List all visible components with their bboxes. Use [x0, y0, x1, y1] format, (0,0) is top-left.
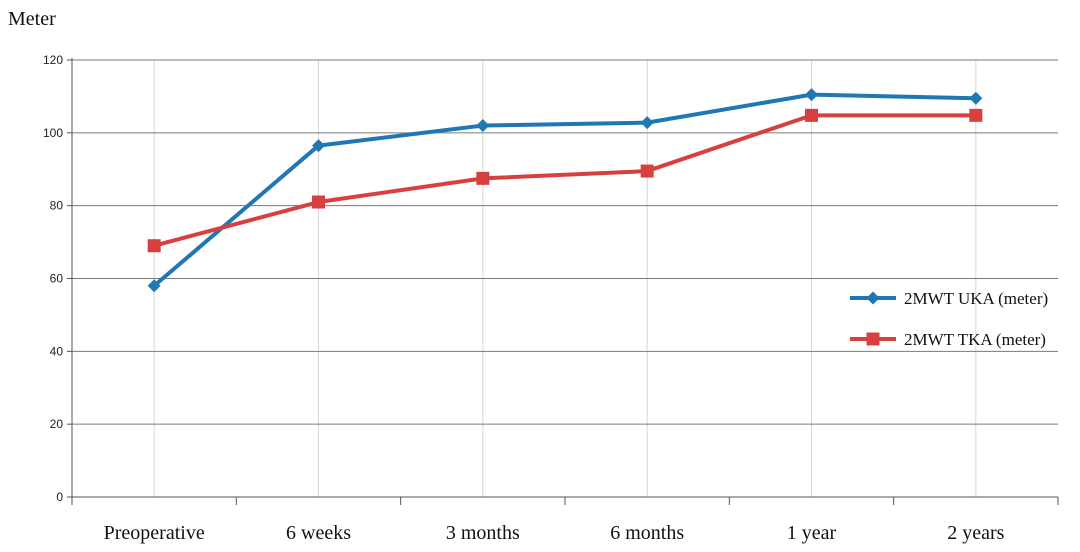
data-point — [805, 108, 818, 122]
series-lines — [147, 88, 983, 293]
data-point — [147, 239, 161, 253]
x-tick-labels: Preoperative 6 weeks 3 months 6 months 1 yea… — [104, 522, 1005, 544]
legend-marker — [866, 291, 880, 305]
series-2 — [147, 108, 983, 253]
legend-entry: 2MWT TKA (meter) — [850, 330, 1046, 349]
legend-entry: 2MWT UKA (meter) — [850, 289, 1048, 308]
data-point — [476, 171, 490, 185]
series-line — [152, 92, 978, 288]
y-tick-label: 20 — [50, 417, 64, 431]
data-point — [312, 139, 325, 153]
data-point — [476, 119, 490, 133]
x-tick-label: 6 months — [610, 522, 684, 544]
data-point — [805, 88, 818, 102]
axes — [67, 58, 1059, 505]
x-tick-label: Preoperative — [104, 522, 205, 544]
legend-label: 2MWT TKA (meter) — [904, 330, 1046, 349]
x-tick-label: 2 years — [947, 522, 1004, 544]
x-tick-label: 1 year — [787, 522, 837, 544]
data-point — [147, 279, 161, 293]
legend-marker — [866, 332, 880, 346]
y-tick-label: 60 — [50, 272, 64, 286]
data-point — [969, 108, 983, 122]
data-point — [640, 164, 654, 178]
data-point — [640, 116, 654, 130]
legend-label: 2MWT UKA (meter) — [904, 289, 1048, 308]
data-point — [312, 195, 325, 209]
y-tick-label: 0 — [56, 490, 63, 504]
y-tick-label: 120 — [43, 53, 63, 67]
series-1 — [147, 88, 983, 293]
y-tick-label: 40 — [50, 344, 64, 358]
gridlines — [72, 59, 1058, 497]
y-axis-label: Meter — [8, 8, 56, 30]
series-line — [152, 113, 978, 248]
y-tick-label: 100 — [43, 126, 63, 140]
data-point — [969, 91, 983, 105]
y-tick-labels: 0 20 40 60 80 100 120 — [43, 53, 63, 504]
x-tick-label: 3 months — [446, 522, 520, 544]
legend: 2MWT UKA (meter) 2MWT TKA (meter) — [850, 289, 1048, 349]
x-tick-label: 6 weeks — [286, 522, 351, 544]
y-tick-label: 80 — [50, 199, 64, 213]
